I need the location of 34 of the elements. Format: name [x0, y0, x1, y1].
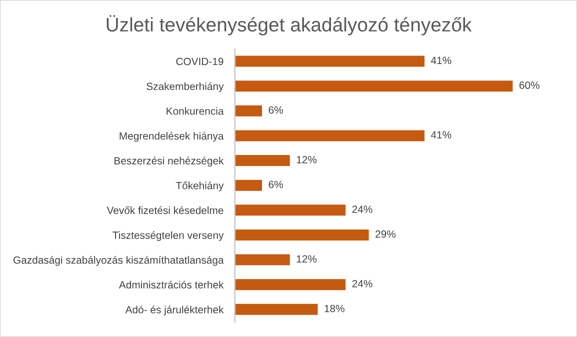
bar	[234, 278, 347, 292]
bar	[234, 302, 320, 316]
bar	[234, 154, 292, 168]
y-tick-label: Megrendelések hiánya	[120, 132, 224, 142]
bar	[234, 178, 264, 192]
data-label: 6%	[268, 180, 283, 188]
bar	[234, 128, 426, 143]
y-tick-label: COVID-19	[176, 58, 224, 66]
bar	[234, 252, 292, 267]
bar	[234, 203, 347, 218]
data-label: 60%	[519, 82, 540, 89]
bar	[234, 228, 370, 242]
data-label: 24%	[352, 206, 372, 213]
bar	[234, 104, 264, 118]
y-tick-label: Konkurencia	[166, 107, 224, 115]
y-tick-label: Adminisztrációs terhek	[118, 280, 224, 288]
y-tick-label: Szakemberhiány	[146, 82, 224, 92]
y-tick-label: Gazdasági szabályozás kiszámíthatatlansága	[14, 256, 224, 266]
chart-title: Üzleti tevékenységet akadályozó tényezők	[106, 15, 472, 36]
data-label: 24%	[352, 280, 372, 288]
y-tick-label: Adó- és járulékterhek	[125, 306, 224, 316]
y-tick-label: Vevők fizetési késedelme	[106, 206, 224, 214]
bar	[234, 54, 426, 68]
data-label: 12%	[296, 255, 317, 263]
data-label: 12%	[296, 156, 317, 164]
bar	[234, 79, 514, 93]
y-tick-label: Tisztességtelen verseny	[112, 231, 224, 241]
y-tick-label: Beszerzési nehézségek	[114, 156, 224, 167]
data-label: 29%	[376, 230, 396, 238]
y-tick-label: Tőkehiány	[176, 182, 224, 192]
data-label: 18%	[324, 304, 344, 312]
data-label: 41%	[430, 131, 452, 138]
data-label: 41%	[430, 56, 452, 64]
data-label: 6%	[268, 106, 283, 114]
